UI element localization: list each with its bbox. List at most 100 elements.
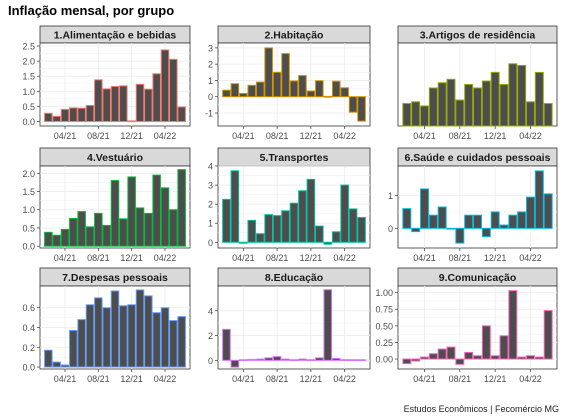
y-tick-label: 0.0: [22, 117, 35, 127]
y-tick-label: 4: [208, 306, 213, 316]
bar: [473, 355, 482, 360]
bar: [230, 170, 240, 243]
bar: [331, 357, 341, 361]
x-tick-label: 04/22: [154, 374, 177, 384]
bar: [481, 80, 491, 127]
y-tick-label: 0.5: [22, 102, 35, 112]
panel-title: 9.Comunicação: [439, 272, 517, 284]
bar: [411, 358, 421, 362]
panel-title: 6.Saúde e cuidados pessoais: [405, 152, 551, 164]
bar: [289, 202, 299, 243]
x-tick-label: 12/21: [120, 253, 143, 263]
bar: [298, 190, 307, 243]
bar: [160, 49, 170, 122]
y-tick-label: 3: [208, 181, 213, 191]
bar: [446, 227, 456, 230]
bar: [455, 227, 465, 244]
bar: [169, 58, 178, 122]
x-tick-label: 04/21: [54, 253, 77, 263]
bar: [481, 325, 491, 360]
y-tick-label: 1.0: [22, 87, 35, 97]
panel-plot-area: [217, 285, 371, 370]
y-tick-label: 0.25: [375, 338, 393, 348]
panel-title: 7.Despesas pessoais: [62, 272, 168, 284]
panel-title: 8.Educação: [265, 272, 323, 284]
bar: [85, 104, 95, 122]
bar: [102, 88, 111, 122]
y-tick-label: 2.0: [22, 169, 35, 179]
y-tick-label: 2.0: [22, 57, 35, 67]
x-tick-label: 04/21: [232, 131, 255, 141]
bar: [508, 290, 518, 360]
x-tick-label: 04/22: [519, 253, 542, 263]
bar: [239, 359, 248, 362]
y-tick-label: 0.2: [22, 343, 35, 353]
bar: [169, 320, 178, 368]
x-tick-label: 04/21: [413, 131, 436, 141]
y-tick-label: 0.0: [22, 363, 35, 373]
bar: [255, 233, 265, 243]
panel-title: 1.Alimentação e bebidas: [54, 30, 177, 42]
bar: [255, 358, 265, 361]
bar: [534, 356, 544, 360]
bar: [272, 71, 282, 98]
x-tick-label: 12/21: [484, 253, 507, 263]
bar: [60, 228, 70, 247]
x-tick-label: 12/21: [300, 131, 323, 141]
bar: [77, 107, 86, 122]
bar: [323, 289, 333, 361]
bar: [534, 71, 544, 127]
bar: [127, 176, 136, 247]
bar: [264, 214, 273, 243]
bar: [127, 120, 136, 123]
panel-title: 4.Vestuário: [87, 152, 143, 164]
bar: [52, 234, 61, 247]
bar: [315, 357, 324, 361]
bar: [160, 187, 170, 247]
bar: [110, 290, 120, 368]
x-tick-label: 04/21: [232, 253, 255, 263]
x-tick-label: 04/22: [333, 374, 356, 384]
bar: [144, 295, 153, 368]
bar: [526, 101, 535, 127]
bar: [298, 358, 307, 361]
bar: [455, 358, 465, 365]
bar: [177, 106, 186, 122]
y-tick-label: 1.5: [22, 72, 35, 82]
y-tick-label: -1: [205, 108, 213, 118]
bar: [177, 169, 186, 247]
bar: [455, 99, 465, 127]
x-tick-label: 04/22: [154, 131, 177, 141]
bar: [177, 316, 186, 368]
bar: [94, 297, 103, 368]
bar: [247, 219, 257, 243]
bar: [464, 351, 474, 360]
bar: [543, 310, 553, 360]
bar: [94, 79, 103, 122]
bar: [490, 71, 500, 127]
bar: [357, 96, 366, 122]
bar: [526, 355, 535, 360]
bar: [281, 358, 290, 361]
bar: [152, 312, 161, 368]
panel-5: 5.Transportes 0 1 2 3 4 04/21 08/21 12/21 04/22: [208, 147, 371, 263]
bar: [543, 193, 553, 229]
y-tick-label: 4: [208, 162, 213, 172]
bar: [348, 208, 358, 243]
bar: [44, 349, 53, 368]
x-tick-label: 08/21: [449, 253, 472, 263]
x-tick-label: 04/21: [54, 374, 77, 384]
bar: [481, 227, 491, 238]
bar: [69, 217, 78, 247]
bar: [239, 241, 248, 244]
y-tick-label: 1.00: [375, 288, 393, 298]
bar: [437, 82, 447, 127]
chart-caption: Estudos Econômicos | Fecomércio MG: [403, 404, 559, 414]
bar: [272, 356, 282, 361]
panel-7: 7.Despesas pessoais 0.0 0.2 0.4 0.6 04/21 08/2…: [22, 267, 191, 384]
bar: [315, 225, 324, 243]
bar: [160, 307, 170, 368]
bar: [348, 96, 358, 113]
x-tick-label: 08/21: [266, 253, 289, 263]
y-tick-label: 1.5: [22, 187, 35, 197]
